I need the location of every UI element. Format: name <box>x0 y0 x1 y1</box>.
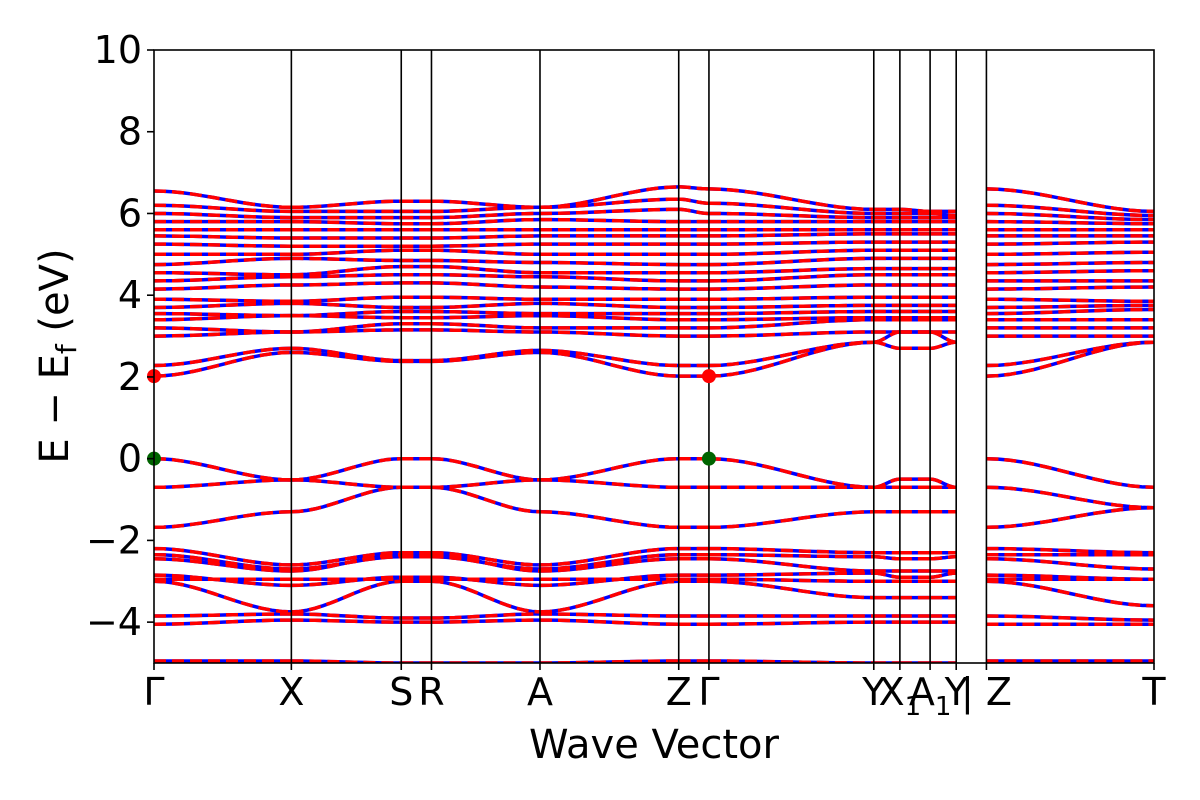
y-axis-title-main: E − E <box>32 354 78 464</box>
kpoint-label-8: Y <box>861 670 886 714</box>
y-tick-label-4: 2 <box>118 355 142 399</box>
kpoint-label-13: T <box>1141 670 1166 714</box>
kpoint-label-3: S <box>389 670 413 714</box>
y-tick-label-5: 4 <box>118 273 142 317</box>
conduction-band-18-spin-down <box>154 207 1154 222</box>
kpoint-label-5: A <box>527 670 553 714</box>
valence-band-1-spin-up <box>154 456 1154 490</box>
valence-band-11-spin-down <box>154 618 1154 626</box>
conduction-band-17-spin-down <box>154 217 1154 226</box>
discontinuity-gap-1 <box>956 50 987 663</box>
conduction-band-8-spin-down <box>154 295 1154 304</box>
conduction-band-6-spin-down <box>154 307 1154 318</box>
valence-band-6-spin-down <box>154 552 1154 573</box>
conduction-band-12-spin-down <box>154 256 1154 267</box>
kpoint-label-9: X1 <box>879 670 922 722</box>
y-axis-title-sub: f <box>50 343 83 354</box>
y-axis: −4 −2 0 2 4 6 8 10 <box>86 28 154 644</box>
extrema-markers <box>147 369 716 466</box>
kpoint-label-sub-10: 1 <box>935 692 952 722</box>
plot-frame <box>153 49 1155 664</box>
conduction-band-4-spin-up <box>154 317 1154 334</box>
conduction-band-15-spin-down <box>154 232 1154 240</box>
bands-layer <box>154 185 1154 663</box>
conduction-band-20-spin-down <box>154 185 1154 214</box>
valence-band-9-spin-down <box>154 579 1154 614</box>
valence-band-2-spin-down <box>154 478 1154 510</box>
conduction-band-11-spin-down <box>154 264 1154 277</box>
kpoint-label-6: Z <box>666 670 692 714</box>
kpoint-label-1: Γ <box>143 670 164 714</box>
conduction-band-4-spin-down <box>154 317 1154 334</box>
conduction-band-7-spin-down <box>154 301 1154 310</box>
vbm-marker-2 <box>701 451 716 466</box>
y-tick-label-8: 10 <box>94 28 142 72</box>
y-tick-label-3: 0 <box>118 437 142 481</box>
kpoint-label-11: Y <box>944 670 969 714</box>
kpoint-label-sub-9: 1 <box>905 692 922 722</box>
kpoint-label-2: X <box>278 670 304 714</box>
conduction-band-9-spin-down <box>154 281 1154 291</box>
valence-band-1-spin-down <box>154 456 1154 490</box>
discontinuity-layer <box>956 50 987 663</box>
valence-band-3-spin-down <box>154 485 1154 530</box>
y-tick-label-6: 6 <box>118 191 142 235</box>
conduction-band-3-spin-down <box>154 328 1154 338</box>
y-axis-title: E − Ef (eV) <box>32 248 83 463</box>
conduction-band-2-spin-down <box>154 330 1154 368</box>
conduction-band-10-spin-down <box>154 273 1154 283</box>
kpoint-label-7: Γ <box>698 670 719 714</box>
kpoint-lines <box>290 50 988 663</box>
valence-band-8-spin-down <box>154 577 1154 584</box>
valence-band-7-spin-down <box>154 571 1154 588</box>
x-axis-title: Wave Vector <box>529 722 780 768</box>
cbm-marker-2 <box>701 369 716 384</box>
kpoint-label-12: | Z <box>961 670 1012 715</box>
conduction-band-13-spin-down <box>154 248 1154 257</box>
kpoint-label-4: R <box>418 670 444 714</box>
conduction-band-14-spin-down <box>154 240 1154 248</box>
conduction-band-19-spin-down <box>154 197 1154 218</box>
y-tick-label-2: −2 <box>86 518 142 562</box>
valence-band-12-spin-down <box>154 659 1154 663</box>
conduction-band-5-spin-down <box>154 313 1154 322</box>
y-axis-title-unit: (eV) <box>32 248 78 344</box>
y-tick-label-1: −4 <box>86 600 142 644</box>
valence-band-2-spin-up <box>154 478 1154 510</box>
valence-band-4-spin-down <box>154 546 1154 567</box>
y-tick-label-7: 8 <box>118 110 142 154</box>
valence-band-10-spin-down <box>154 612 1154 622</box>
valence-band-3-spin-up <box>154 485 1154 530</box>
